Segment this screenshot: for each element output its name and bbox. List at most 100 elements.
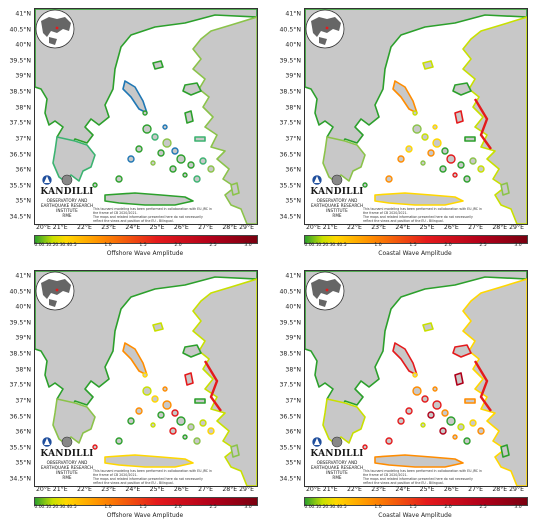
land-polygon <box>184 372 194 386</box>
colorbar-tick-label: 3.0 <box>244 505 252 510</box>
island <box>162 124 168 130</box>
institute-logo: KANDILLI OBSERVATORY AND EARTHQUAKE RESEA… <box>307 436 367 482</box>
latitude-tick-label: 38.5°N <box>279 88 302 96</box>
longitude-tick-label: 26°E <box>173 224 189 231</box>
island <box>171 409 179 417</box>
island <box>362 444 368 450</box>
latitude-tick-label: 34.5°N <box>279 475 302 483</box>
latitude-tick-label: 39°N <box>285 334 301 342</box>
latitude-tick-label: 37.5°N <box>279 119 302 127</box>
land-polygon <box>464 136 476 142</box>
latitude-tick-label: 39°N <box>285 72 301 80</box>
land-polygon <box>182 344 202 358</box>
island <box>182 434 188 440</box>
latitude-tick-label: 38°N <box>15 104 31 112</box>
latitude-tick-label: 35°N <box>285 459 301 467</box>
longitude-tick-label: 20°E <box>36 224 51 231</box>
island <box>405 145 413 153</box>
latitude-tick-label: 40.5°N <box>279 26 302 34</box>
disclaimer-text: This tsunami modeling has been performed… <box>363 207 483 223</box>
island <box>207 427 215 435</box>
land-polygon <box>230 182 240 196</box>
coastline-map <box>305 9 527 224</box>
latitude-tick-label: 39.5°N <box>9 319 32 327</box>
longitude-tick-label: 25°E <box>149 224 165 231</box>
logo-name: KANDILLI <box>310 449 364 459</box>
land-polygon <box>182 82 202 96</box>
longitude-tick-label: 23°E <box>371 224 387 231</box>
latitude-tick-label: 38°N <box>15 366 31 374</box>
longitude-tick-label: 29°E <box>509 224 524 231</box>
latitude-tick-label: 34.5°N <box>9 475 32 483</box>
institute-logo: KANDILLI OBSERVATORY AND EARTHQUAKE RESEA… <box>307 174 367 220</box>
latitude-tick-label: 40°N <box>15 41 31 49</box>
island <box>187 423 195 431</box>
longitude-tick-label: 21°E <box>52 486 68 493</box>
institute-logo: KANDILLI OBSERVATORY AND EARTHQUAKE RESEA… <box>37 174 97 220</box>
island <box>463 437 471 445</box>
latitude-tick-label: 36°N <box>15 166 31 174</box>
island <box>477 427 485 435</box>
colorbar-tick-label: 0.0 <box>34 505 42 510</box>
island <box>439 165 447 173</box>
longitude-tick-label: 20°E <box>306 486 321 493</box>
colorbar-tick-label: 0.4 <box>332 243 340 248</box>
land-polygon <box>52 136 96 184</box>
colorbar-tick-label: 0.0 <box>304 505 312 510</box>
island <box>127 417 135 425</box>
island <box>115 437 123 445</box>
land-polygon <box>322 136 366 184</box>
island <box>463 175 471 183</box>
logo-department: RME <box>62 213 72 218</box>
latitude-tick-label: 35°N <box>285 197 301 205</box>
longitude-axis: 20°E 21°E 22°E 23°E 24°E 25°E 26°E 27°E 28°E 29°E <box>304 486 526 495</box>
island <box>441 409 449 417</box>
island <box>169 165 177 173</box>
longitude-tick-label: 29°E <box>239 486 254 493</box>
island <box>397 417 405 425</box>
longitude-tick-label: 25°E <box>149 486 165 493</box>
latitude-tick-label: 39.5°N <box>279 319 302 327</box>
logo-subtitle: OBSERVATORY AND EARTHQUAKE RESEARCH INST… <box>310 198 364 213</box>
land-polygon <box>35 9 257 150</box>
island <box>405 407 413 415</box>
disclaimer-line: The maps and related information present… <box>363 215 473 223</box>
colorbar-tick-label: 0.1 <box>41 505 49 510</box>
island <box>397 155 405 163</box>
island <box>169 427 177 435</box>
land-polygon <box>104 454 194 468</box>
latitude-tick-label: 39.5°N <box>279 57 302 65</box>
longitude-tick-label: 21°E <box>52 224 68 231</box>
colorbar-title: Coastal Wave Amplitude <box>378 250 452 257</box>
land-polygon <box>462 16 527 224</box>
island <box>171 147 179 155</box>
colorbar-tick-label: 2.5 <box>479 505 487 510</box>
land-polygon <box>35 271 257 412</box>
island <box>412 372 418 378</box>
colorbar-tick-label: 1.5 <box>409 243 417 248</box>
latitude-tick-label: 38°N <box>285 104 301 112</box>
land-polygon <box>305 9 527 150</box>
longitude-axis: 20°E 21°E 22°E 23°E 24°E 25°E 26°E 27°E 28°E 29°E <box>304 224 526 233</box>
land-polygon <box>500 182 510 196</box>
longitude-tick-label: 22°E <box>346 486 362 493</box>
longitude-axis: 20°E 21°E 22°E 23°E 24°E 25°E 26°E 27°E 28°E 29°E <box>34 486 256 495</box>
colorbar-tick-label: 0.1 <box>311 505 319 510</box>
longitude-tick-label: 29°E <box>239 224 254 231</box>
island <box>457 161 465 169</box>
island <box>142 124 152 134</box>
latitude-tick-label: 38.5°N <box>9 350 32 358</box>
logo-name: KANDILLI <box>310 187 364 197</box>
land-polygon <box>392 342 418 376</box>
colorbar-tick-label: 2.5 <box>209 243 217 248</box>
colorbar-tick-label: 1.5 <box>409 505 417 510</box>
island <box>162 400 172 410</box>
colorbar-tick-label: 2.0 <box>444 505 452 510</box>
island <box>115 175 123 183</box>
map-area: KANDILLI OBSERVATORY AND EARTHQUAKE RESEA… <box>34 8 258 225</box>
latitude-axis: 41°N 40.5°N 40°N 39.5°N 39°N 38.5°N 38°N 37.5°N… <box>270 8 303 223</box>
island <box>432 124 438 130</box>
colorbar-tick-label: 1.5 <box>139 505 147 510</box>
logo-subtitle: OBSERVATORY AND EARTHQUAKE RESEARCH INST… <box>40 460 94 475</box>
longitude-tick-label: 28°E <box>222 224 238 231</box>
